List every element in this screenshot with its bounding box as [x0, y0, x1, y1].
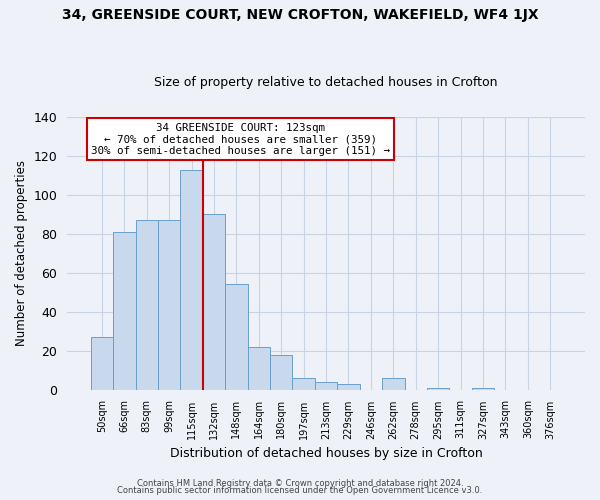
Bar	[248, 346, 270, 390]
Bar	[136, 220, 158, 390]
Bar	[315, 382, 337, 390]
Bar	[91, 337, 113, 390]
Bar	[292, 378, 315, 390]
Bar	[337, 384, 360, 390]
Bar	[203, 214, 225, 390]
Bar	[472, 388, 494, 390]
Text: Contains HM Land Registry data © Crown copyright and database right 2024.: Contains HM Land Registry data © Crown c…	[137, 478, 463, 488]
Y-axis label: Number of detached properties: Number of detached properties	[15, 160, 28, 346]
Bar	[427, 388, 449, 390]
Bar	[270, 354, 292, 390]
Text: 34, GREENSIDE COURT, NEW CROFTON, WAKEFIELD, WF4 1JX: 34, GREENSIDE COURT, NEW CROFTON, WAKEFI…	[62, 8, 538, 22]
Title: Size of property relative to detached houses in Crofton: Size of property relative to detached ho…	[154, 76, 498, 90]
Bar	[158, 220, 181, 390]
Text: 34 GREENSIDE COURT: 123sqm
← 70% of detached houses are smaller (359)
30% of sem: 34 GREENSIDE COURT: 123sqm ← 70% of deta…	[91, 122, 390, 156]
Bar	[382, 378, 404, 390]
Bar	[225, 284, 248, 390]
Text: Contains public sector information licensed under the Open Government Licence v3: Contains public sector information licen…	[118, 486, 482, 495]
Bar	[113, 232, 136, 390]
X-axis label: Distribution of detached houses by size in Crofton: Distribution of detached houses by size …	[170, 447, 482, 460]
Bar	[181, 170, 203, 390]
